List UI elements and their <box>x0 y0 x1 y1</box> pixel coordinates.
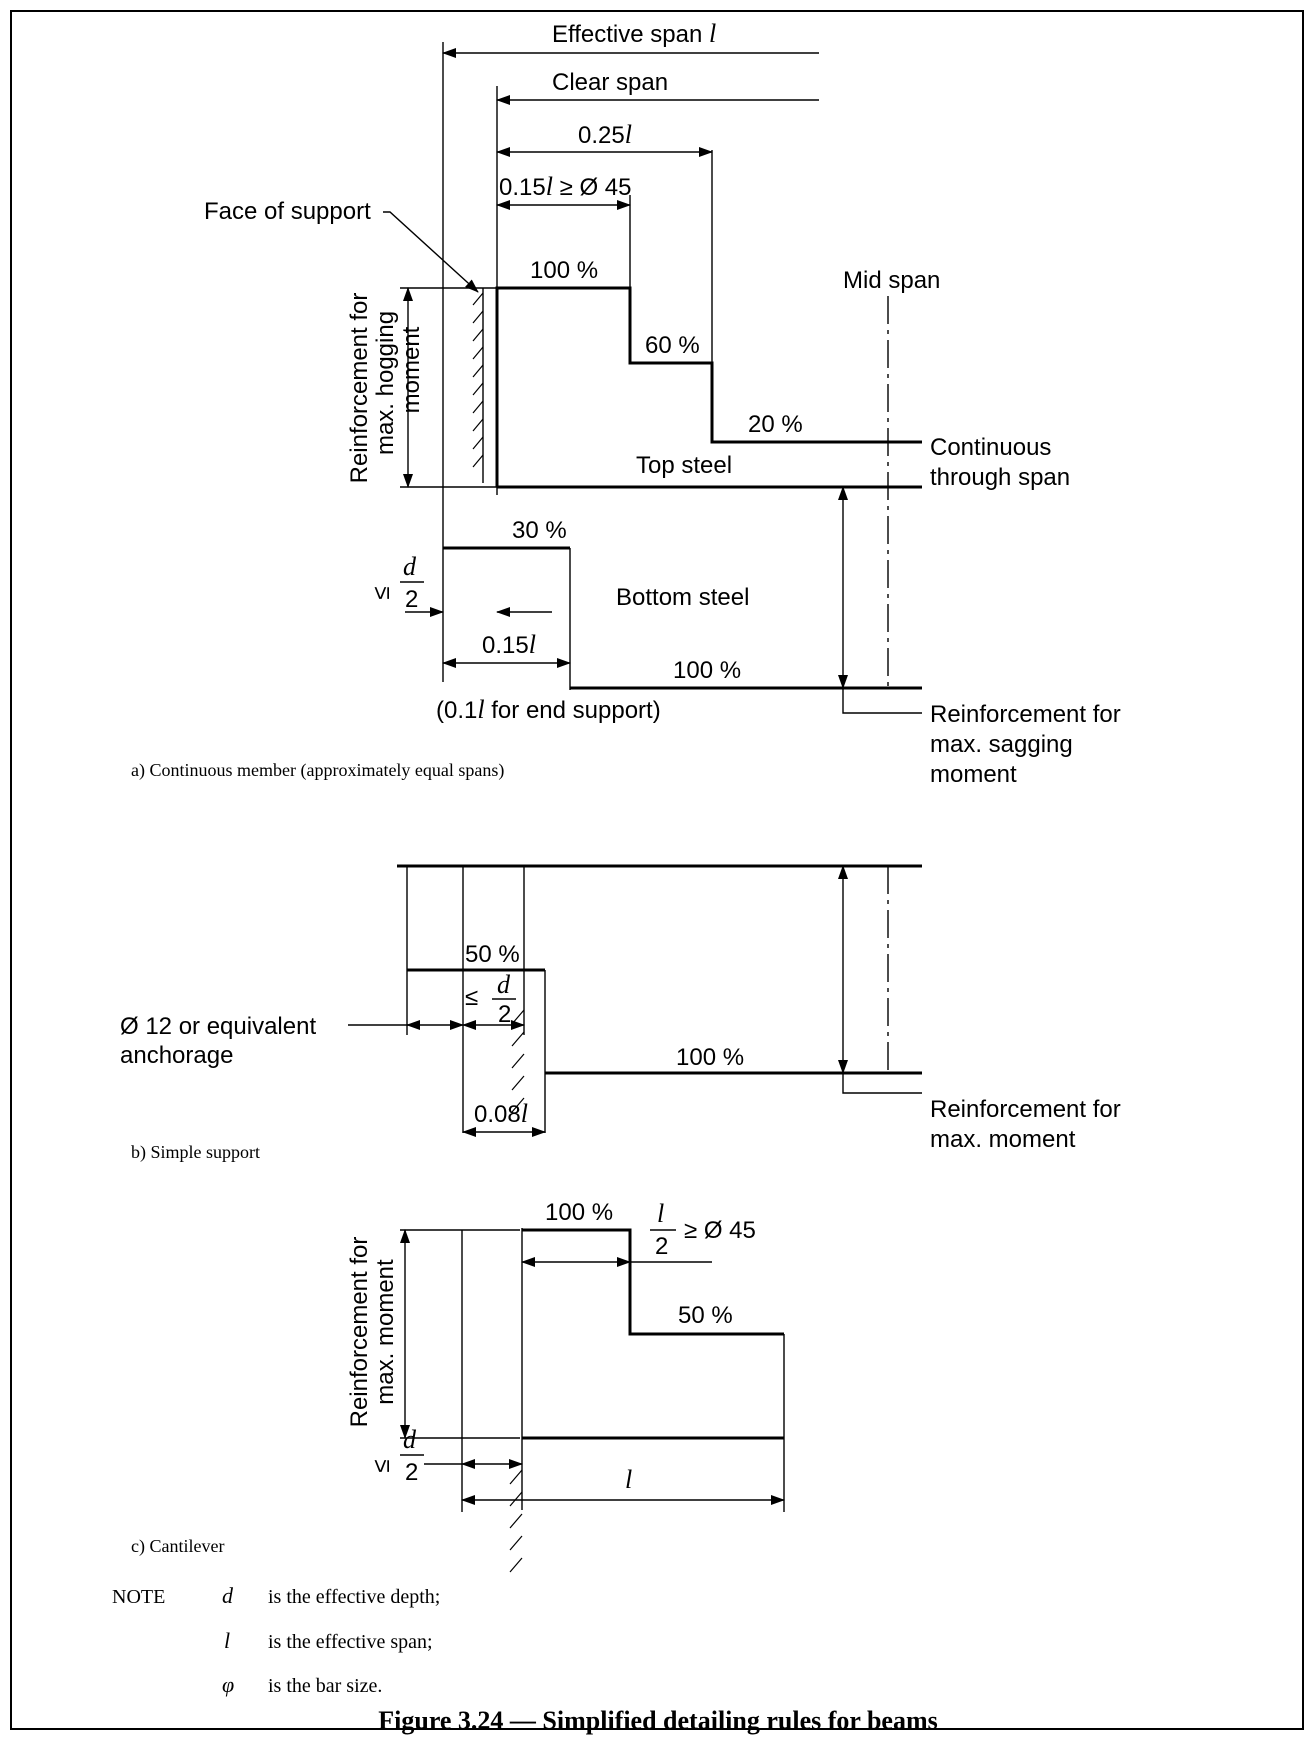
part-c-cantilever: Reinforcement for max. moment 100 % 50 %… <box>131 1199 785 1573</box>
svg-text:2: 2 <box>655 1233 668 1260</box>
c-d2-label: ≤ d 2 <box>368 1425 424 1486</box>
svg-text:moment: moment <box>398 326 425 413</box>
mid-span-label: Mid span <box>843 267 940 294</box>
note-symbol-d: d <box>222 1583 234 1608</box>
svg-text:d: d <box>497 970 511 999</box>
b-50-percent-label: 50 % <box>465 941 520 968</box>
svg-text:2: 2 <box>498 1001 511 1028</box>
caption-b: b) Simple support <box>131 1142 260 1163</box>
c-100-percent-label: 100 % <box>545 1199 613 1226</box>
b-100-percent-label: 100 % <box>676 1044 744 1071</box>
part-a-continuous-member: Effective span l Clear span 0.25l 0.15l … <box>131 19 1121 788</box>
bottom-cutoff-label: 0.15l <box>482 630 536 659</box>
figure-title: Figure 3.24 — Simplified detailing rules… <box>378 1706 937 1735</box>
sagging-label-2: max. sagging <box>930 731 1073 758</box>
bottom-100-percent-label: 100 % <box>673 657 741 684</box>
note-symbol-l: l <box>224 1628 230 1653</box>
b-cutoff-label: 0.08l <box>474 1099 528 1128</box>
caption-c: c) Cantilever <box>131 1536 224 1557</box>
b-d2-label: ≤ d 2 <box>465 970 516 1028</box>
hogging-label: Reinforcement for max. hogging moment <box>346 293 425 484</box>
effective-span-label: Effective span l <box>552 19 716 48</box>
anchor-label-2: anchorage <box>120 1042 233 1069</box>
continuous-label-1: Continuous <box>930 434 1051 461</box>
support-hatching <box>472 292 484 468</box>
quarter-span-label: 0.25l <box>578 120 632 149</box>
c-50-percent-label: 50 % <box>678 1302 733 1329</box>
top-100-percent-label: 100 % <box>530 257 598 284</box>
svg-text:≥ Ø 45: ≥ Ø 45 <box>684 1217 756 1244</box>
svg-text:2: 2 <box>405 1459 418 1486</box>
caption-a: a) Continuous member (approximately equa… <box>131 760 504 781</box>
svg-text:max. hogging: max. hogging <box>372 311 399 455</box>
c-top-stepped-bar <box>522 1228 784 1336</box>
top-cutoff-label: 0.15l ≥ Ø 45 <box>499 172 632 201</box>
anchor-label-1: Ø 12 or equivalent <box>120 1013 316 1040</box>
svg-text:Reinforcement for: Reinforcement for <box>346 293 373 484</box>
c-span-label: l <box>625 1465 632 1494</box>
note-block: NOTE d is the effective depth; l is the … <box>112 1583 440 1697</box>
svg-text:≤: ≤ <box>465 984 478 1011</box>
sagging-label-1: Reinforcement for <box>930 701 1121 728</box>
end-support-note: (0.1l for end support) <box>436 695 661 724</box>
note-definition-l: is the effective span; <box>268 1631 433 1653</box>
c-support-hatching <box>509 1469 523 1573</box>
sagging-leader <box>842 688 922 714</box>
continuous-label-2: through span <box>930 464 1070 491</box>
top-60-percent-label: 60 % <box>645 332 700 359</box>
svg-text:l: l <box>657 1199 664 1228</box>
top-steel-label: Top steel <box>636 452 732 479</box>
sagging-label-3: moment <box>930 761 1017 788</box>
b-max-moment-leader <box>842 1073 922 1094</box>
bottom-30-percent-label: 30 % <box>512 517 567 544</box>
note-label: NOTE <box>112 1586 165 1608</box>
svg-text:≤: ≤ <box>368 1459 395 1472</box>
svg-text:d: d <box>403 1425 417 1454</box>
b-support-hatching <box>511 1009 525 1113</box>
svg-text:≤: ≤ <box>368 586 395 599</box>
note-definition-d: is the effective depth; <box>268 1586 440 1608</box>
figure-frame <box>10 10 1304 1730</box>
face-of-support-label: Face of support <box>204 198 371 225</box>
clear-span-label: Clear span <box>552 69 668 96</box>
svg-text:2: 2 <box>405 586 418 613</box>
svg-text:Reinforcement for: Reinforcement for <box>346 1237 373 1428</box>
note-definition-phi: is the bar size. <box>268 1675 382 1697</box>
svg-text:d: d <box>403 552 417 581</box>
c-max-moment-label: Reinforcement for max. moment <box>346 1237 399 1428</box>
b-max-moment-label-2: max. moment <box>930 1126 1076 1153</box>
bottom-steel-label: Bottom steel <box>616 584 749 611</box>
b-max-moment-label-1: Reinforcement for <box>930 1096 1121 1123</box>
svg-text:max. moment: max. moment <box>372 1259 399 1405</box>
part-b-simple-support: 50 % 100 % Ø 12 or equivalent anchorage … <box>120 864 1121 1163</box>
top-20-percent-label: 20 % <box>748 411 803 438</box>
note-symbol-phi: φ <box>222 1672 234 1697</box>
bottom-anchorage-label: ≤ d 2 <box>368 552 424 613</box>
face-of-support-leader <box>383 211 479 293</box>
c-half-span-label: l 2 ≥ Ø 45 <box>650 1199 756 1260</box>
